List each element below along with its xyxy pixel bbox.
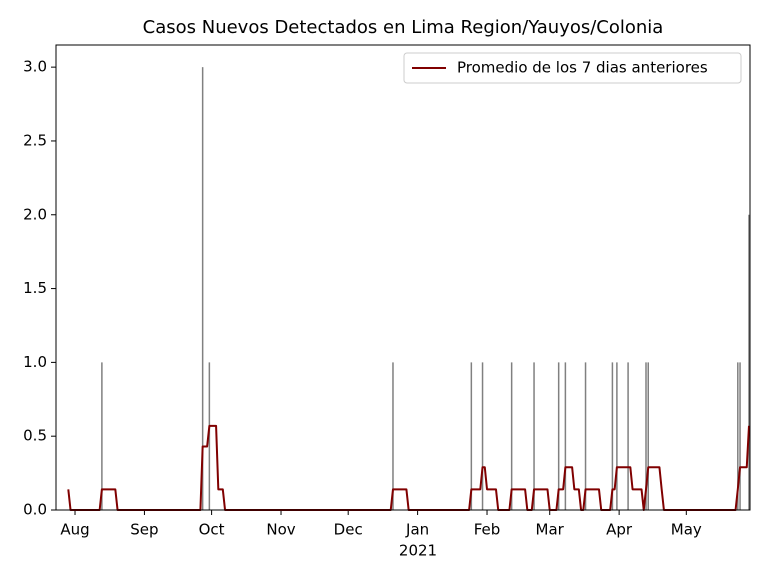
y-tick-label: 3.0	[23, 58, 47, 76]
bar	[627, 362, 629, 510]
bar	[645, 362, 647, 510]
legend-box	[403, 52, 742, 84]
bar	[557, 362, 560, 510]
bar	[584, 362, 587, 510]
bar	[510, 362, 513, 510]
bar	[564, 362, 567, 510]
x-tick-label: Aug	[60, 521, 89, 539]
x-tick-label: Jan	[405, 521, 429, 539]
bar	[616, 362, 618, 510]
bar	[201, 67, 204, 511]
y-tick-label: 0.0	[23, 501, 47, 519]
y-tick-label: 2.0	[23, 205, 47, 223]
bar	[470, 362, 473, 510]
plot-frame	[55, 44, 751, 511]
bar	[101, 362, 103, 510]
bar	[748, 214, 750, 510]
bar	[647, 362, 649, 510]
y-tick-label: 0.5	[23, 427, 47, 445]
bar	[739, 362, 741, 510]
x-tick-label: May	[671, 521, 702, 539]
legend-label: Promedio de los 7 dias anteriores	[457, 59, 708, 77]
x-tick-label: Apr	[606, 521, 633, 539]
bar	[392, 362, 394, 510]
x-tick-label: Oct	[199, 521, 225, 539]
x-tick-label: Dec	[334, 521, 363, 539]
x-tick-label: Feb	[474, 521, 501, 539]
y-tick-label: 2.5	[23, 131, 47, 149]
x-tick-label: Nov	[266, 521, 295, 539]
chart-title: Casos Nuevos Detectados en Lima Region/Y…	[143, 17, 664, 38]
x-sublabel: 2021	[399, 542, 437, 560]
y-tick-label: 1.5	[23, 279, 47, 297]
bar	[481, 362, 484, 510]
x-tick-label: Sep	[130, 521, 158, 539]
x-tick-label: Mar	[536, 521, 565, 539]
bar	[208, 362, 211, 510]
bar	[611, 362, 614, 510]
y-tick-label: 1.0	[23, 353, 47, 371]
bar	[737, 362, 739, 510]
bar	[533, 362, 535, 510]
